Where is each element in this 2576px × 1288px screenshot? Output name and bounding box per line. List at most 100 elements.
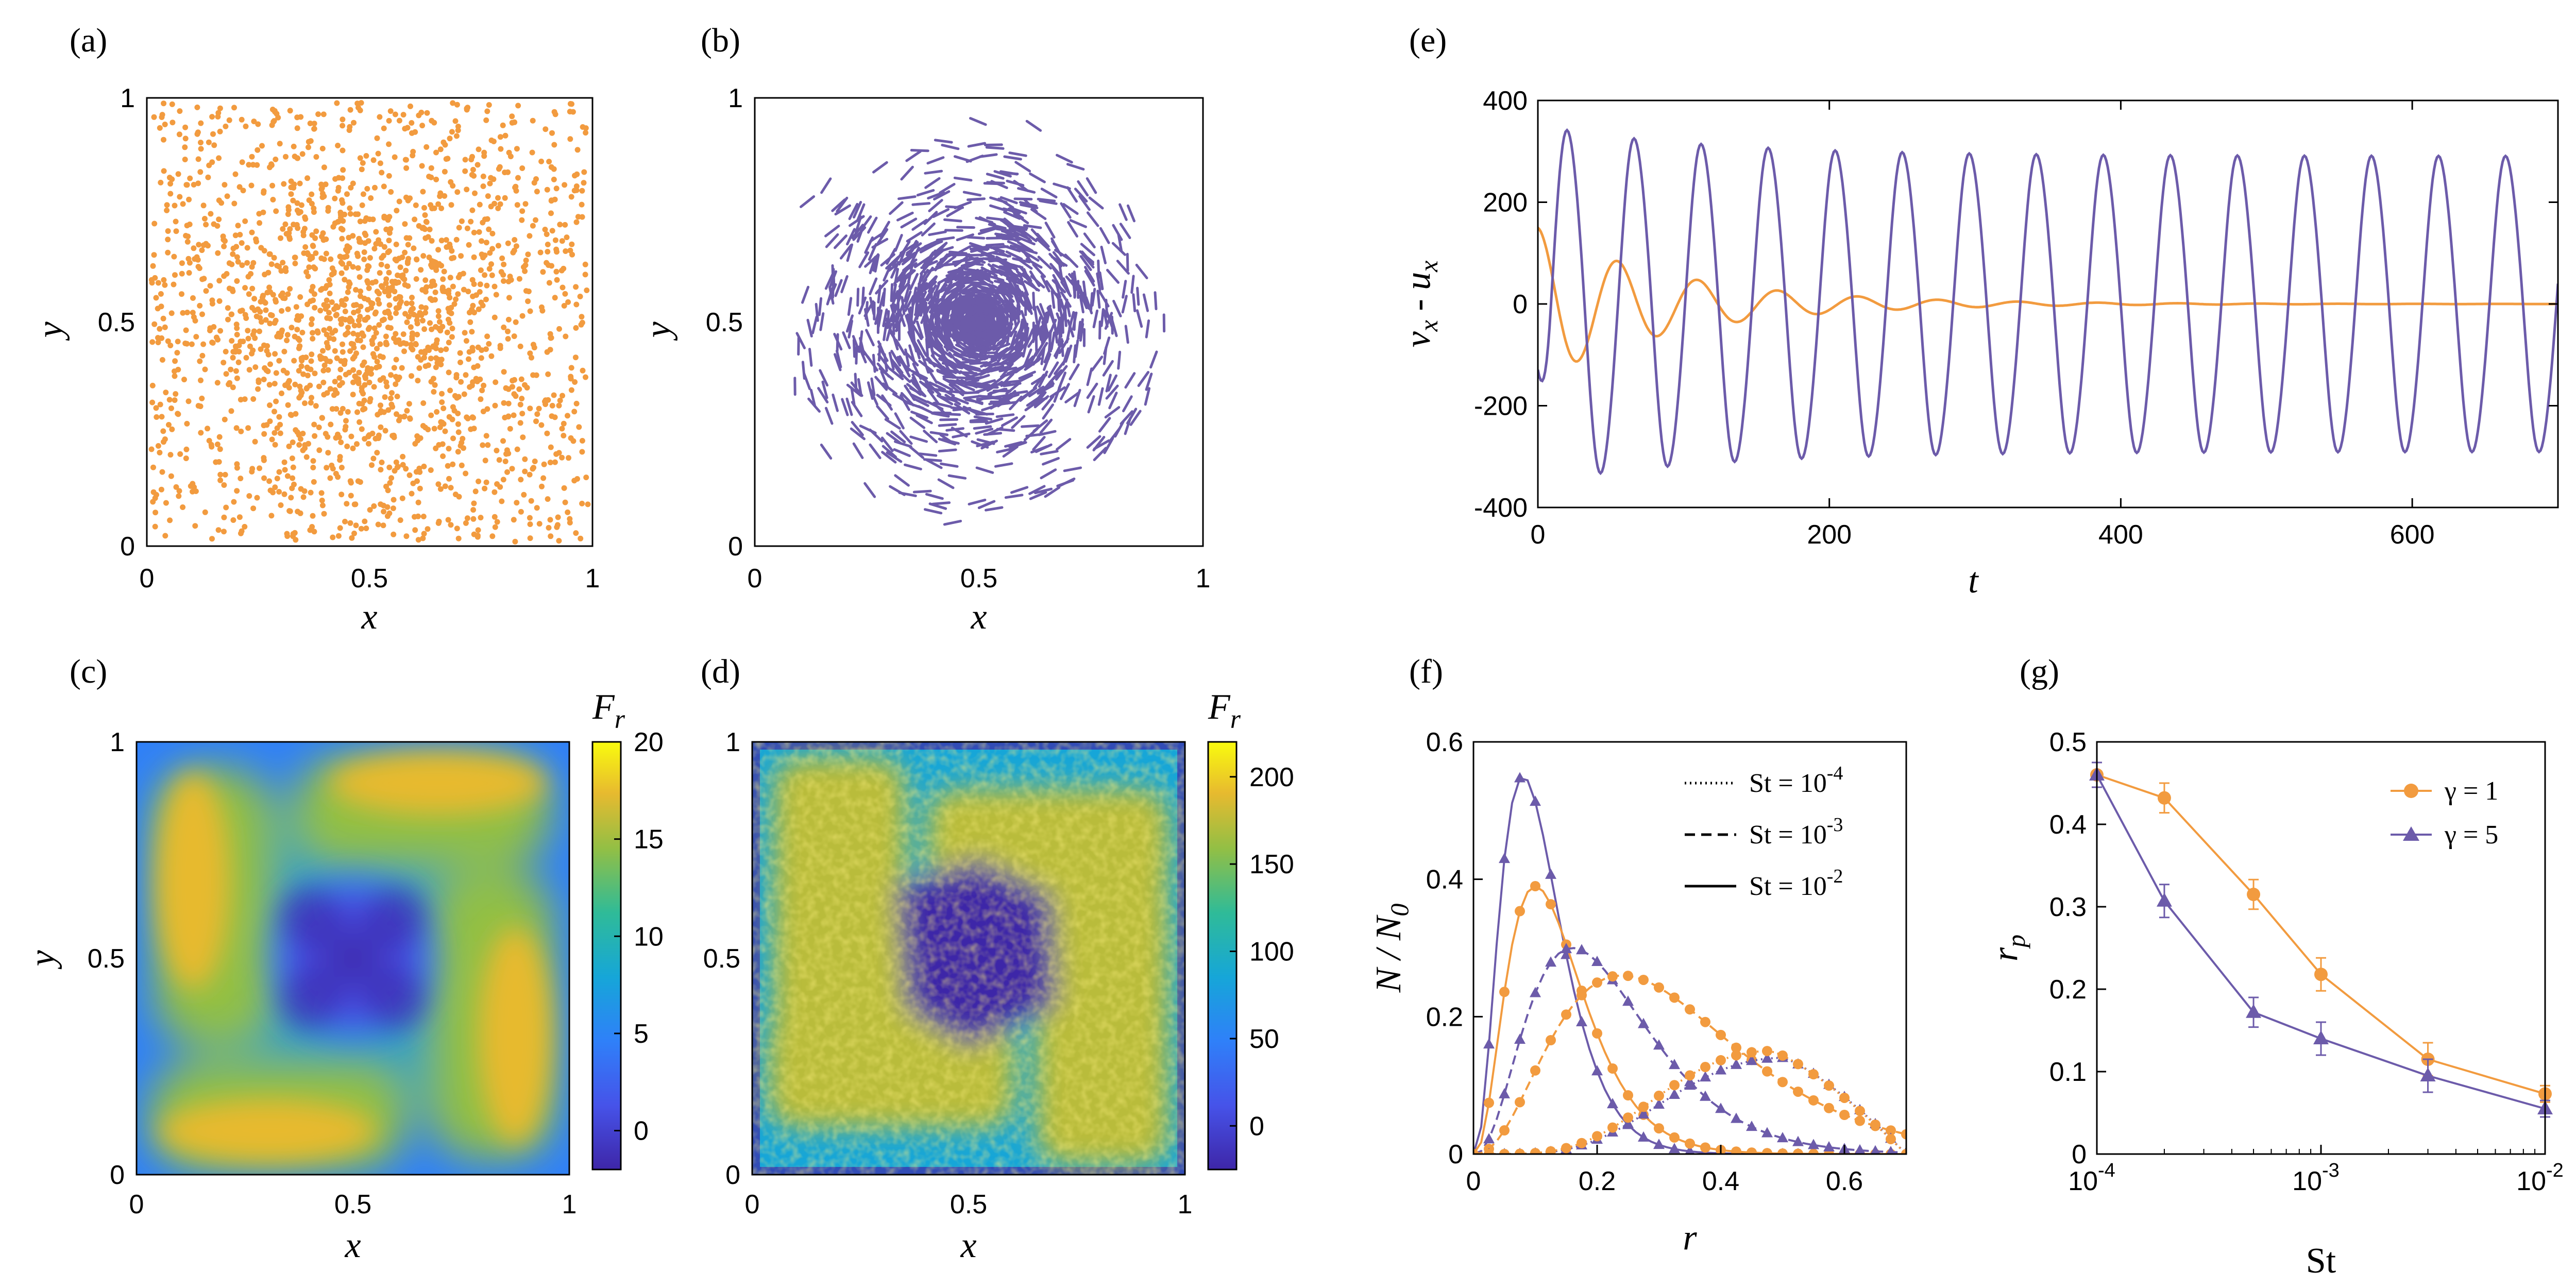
scatter-point [302,244,309,250]
scatter-point [477,281,483,287]
scatter-point [440,139,447,145]
scatter-point [465,289,471,295]
scatter-point [333,435,339,441]
scatter-point [234,461,240,467]
scatter-point [431,426,437,432]
scatter-point [294,200,300,206]
scatter-point [174,350,180,356]
panel-b-xtick-1: 0.5 [960,564,997,594]
scatter-point [474,378,480,384]
scatter-point [161,168,167,174]
scatter-point [453,372,460,378]
scatter-point [583,474,589,481]
scatter-point [501,261,507,267]
vortex-dash [874,376,888,391]
vortex-dash [1052,251,1065,267]
vortex-dash [1124,325,1129,344]
scatter-point [168,310,175,316]
scatter-point [438,205,445,211]
vortex-dash [858,251,870,268]
scatter-point [514,446,520,452]
vortex-dash [1067,221,1078,238]
scatter-point [487,180,493,187]
scatter-point [365,280,371,286]
scatter-point [472,488,479,495]
panel-label-g: (g) [2020,653,2059,690]
scatter-point [180,504,186,510]
scatter-point [168,405,174,411]
scatter-point [497,134,503,140]
scatter-point [360,406,366,413]
scatter-point [440,405,447,412]
scatter-point [384,513,391,519]
scatter-point [387,286,394,293]
scatter-point [280,367,286,374]
scatter-point [330,466,336,472]
scatter-point [213,459,219,465]
scatter-point [199,395,205,401]
scatter-point [546,524,552,531]
scatter-point [378,424,384,430]
vortex-dash [1032,436,1046,451]
scatter-point [172,368,177,375]
vortex-dash [950,277,968,287]
scatter-point [184,310,190,315]
scatter-point [564,234,570,241]
scatter-point [229,338,235,344]
scatter-point [171,253,177,260]
scatter-point [393,459,399,465]
vortex-dash [1014,335,1024,354]
scatter-point [373,330,379,336]
vortex-dash [867,381,874,400]
scatter-point [422,305,429,311]
vortex-dash [1020,278,1029,296]
scatter-point [335,184,342,191]
scatter-point [396,304,402,310]
scatter-point [239,262,245,268]
panel-f-point [1591,955,1603,966]
scatter-point [369,300,376,307]
scatter-point [515,175,521,181]
scatter-point [327,315,333,321]
scatter-point [235,359,242,365]
scatter-point [354,337,361,343]
vortex-dash [883,264,892,282]
vortex-dash [877,284,882,304]
scatter-point [159,335,165,341]
panel-f-axes [1472,741,1907,1155]
scatter-point [244,245,250,251]
scatter-point [492,314,498,320]
scatter-point [340,116,346,123]
scatter-point [480,442,486,448]
scatter-point [332,176,338,182]
scatter-point [422,235,429,241]
scatter-point [522,382,528,388]
vortex-dash [973,386,992,394]
panel-d-axes [751,741,1186,1176]
vortex-dash [995,227,1014,233]
vortex-dash [878,292,885,310]
scatter-point [512,538,518,545]
scatter-point [541,461,547,467]
vortex-dash [916,189,935,197]
scatter-point [207,283,213,289]
scatter-point [327,326,333,332]
scatter-point [388,372,394,378]
scatter-point [323,181,329,188]
scatter-point [449,334,455,340]
vortex-dash [1018,265,1032,281]
scatter-point [461,286,467,293]
scatter-point [477,201,483,208]
scatter-point [294,327,300,333]
vortex-dash [1032,324,1038,343]
vortex-dash [926,284,937,302]
scatter-point [320,111,327,117]
panel-f-point [1793,1148,1803,1154]
scatter-point [273,370,279,376]
scatter-point [279,391,284,396]
panel-f-point [1515,1097,1525,1108]
vortex-dash [935,253,948,269]
scatter-point [257,328,262,334]
panel-f-point [1700,1071,1711,1082]
